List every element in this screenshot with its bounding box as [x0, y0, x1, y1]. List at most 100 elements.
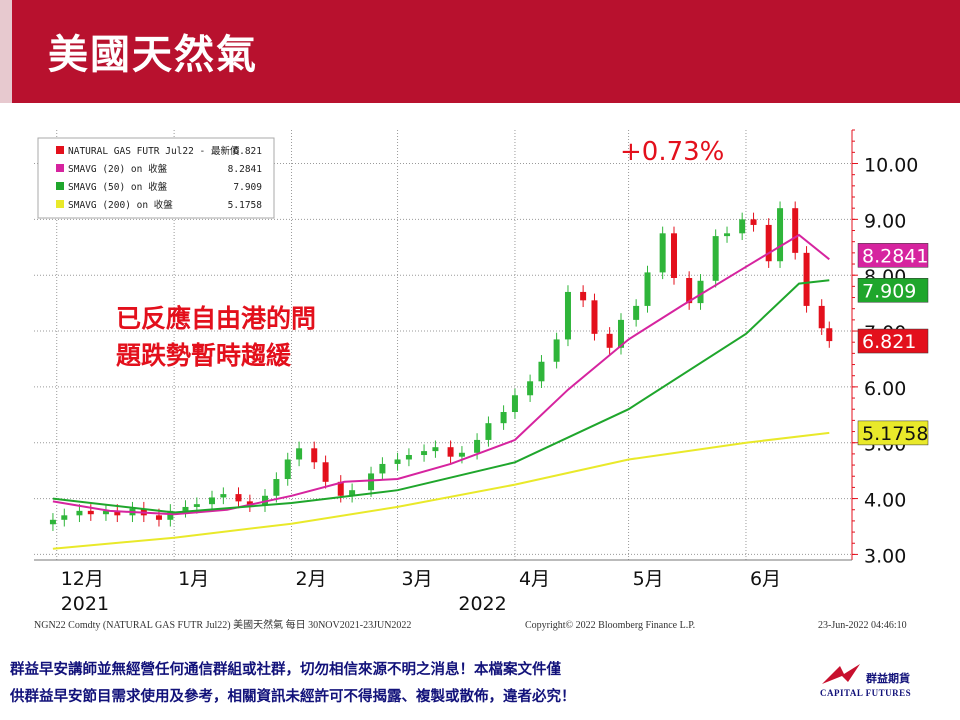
candle: [803, 252, 810, 306]
candle: [235, 494, 242, 502]
candle: [777, 208, 784, 262]
candle: [564, 291, 571, 340]
candle: [617, 319, 624, 348]
candle: [633, 305, 640, 320]
value-tag-box: [857, 328, 929, 354]
value-tag-box: [857, 278, 929, 303]
sma50-line: [52, 279, 830, 514]
value-tag-label: 5.1758: [862, 423, 928, 445]
candle: [474, 439, 481, 453]
candle: [246, 501, 253, 506]
candle: [750, 219, 757, 225]
candle: [458, 452, 465, 457]
value-tag-label: 6.821: [862, 331, 916, 353]
candle: [284, 459, 291, 480]
legend-value: 6.821: [233, 146, 262, 157]
legend-swatch: [56, 146, 64, 154]
candle: [379, 463, 386, 474]
footer: 群益早安講師並無經營任何通信群組或社群，切勿相信來源不明之消息！本檔案文件僅 供…: [0, 652, 960, 720]
value-tag: 5.1758: [857, 420, 929, 446]
value-tag-box: [857, 420, 929, 446]
candle: [739, 219, 746, 234]
source-texts: NGN22 Comdty (NATURAL GAS FUTR Jul22) 美國…: [34, 618, 907, 631]
legend-value: 8.2841: [228, 164, 263, 175]
annotations: +0.73% 已反應自由港的問 題跌勢暫時趨緩: [116, 137, 724, 370]
y-tick-label: 6.00: [864, 378, 906, 400]
candle: [394, 459, 401, 464]
candle: [49, 519, 56, 525]
legend-label: SMAVG (50) on 收盤: [68, 181, 168, 193]
candle: [485, 423, 492, 440]
candle: [792, 208, 799, 253]
candle: [76, 510, 83, 516]
x-year-label: 2022: [458, 593, 506, 615]
x-tick-label: 12月: [61, 568, 104, 590]
candle: [500, 412, 507, 424]
candle: [818, 305, 825, 329]
candle: [61, 515, 68, 520]
candle: [659, 233, 666, 273]
candle: [712, 236, 719, 281]
candle: [220, 494, 227, 498]
candle: [273, 479, 280, 496]
candle: [553, 339, 560, 362]
logo-bird-icon: [822, 664, 860, 684]
legend-label: SMAVG (200) on 收盤: [68, 199, 173, 211]
candle: [114, 510, 121, 516]
value-tag-label: 8.2841: [862, 245, 928, 267]
x-tick-label: 4月: [519, 568, 550, 590]
logo-english: CAPITAL FUTURES: [820, 688, 912, 698]
candle: [724, 233, 731, 237]
candle: [432, 447, 439, 452]
comment-line1: 已反應自由港的問: [116, 304, 316, 333]
candle: [87, 510, 94, 515]
legend-label: SMAVG (20) on 收盤: [68, 163, 168, 175]
candle: [686, 277, 693, 304]
candle: [322, 462, 329, 482]
source-line: NGN22 Comdty (NATURAL GAS FUTR Jul22) 美國…: [34, 618, 411, 631]
title-bar: 美國天然氣: [0, 0, 960, 103]
x-tick-label: 6月: [750, 568, 781, 590]
candle: [697, 280, 704, 304]
disclaimer-line2: 供群益早安節目需求使用及參考，相關資訊未經許可不得揭露、複製或散佈，違者必究！: [10, 689, 576, 705]
candle: [368, 473, 375, 491]
last-value-tags: 8.2841 7.909 6.821 5.1758: [857, 243, 929, 446]
candle: [405, 455, 412, 460]
moving-averages: [52, 233, 830, 550]
candle: [671, 233, 678, 278]
x-tick-label: 3月: [402, 568, 433, 590]
y-tick-label: 10.00: [864, 155, 918, 177]
candle: [826, 328, 833, 342]
logo-chinese: 群益期貨: [866, 672, 910, 685]
value-tag-label: 7.909: [862, 280, 916, 302]
company-logo: 群益期貨 CAPITAL FUTURES: [820, 662, 960, 712]
copyright: Copyright© 2022 Bloomberg Finance L.P.: [525, 620, 695, 631]
candle: [296, 448, 303, 460]
sma200-line: [52, 431, 830, 550]
value-tag: 6.821: [857, 328, 929, 354]
sma20-line: [52, 233, 830, 516]
page-title: 美國天然氣: [48, 32, 258, 78]
candle: [182, 506, 189, 511]
comment-line2: 題跌勢暫時趨緩: [116, 341, 292, 370]
timestamp: 23-Jun-2022 04:46:10: [818, 620, 907, 631]
value-tag-box: [857, 243, 929, 268]
x-tick-label: 1月: [178, 568, 209, 590]
disclaimer-line1: 群益早安講師並無經營任何通信群組或社群，切勿相信來源不明之消息！本檔案文件僅: [10, 662, 561, 678]
legend-value: 5.1758: [228, 200, 263, 211]
legend-swatch: [56, 182, 64, 190]
candle: [580, 291, 587, 301]
candle: [311, 448, 318, 463]
candle: [644, 272, 651, 306]
candle: [447, 447, 454, 457]
x-tick-label: 2月: [296, 568, 327, 590]
candle: [511, 395, 518, 413]
legend-label: NATURAL GAS FUTR Jul22 - 最新價: [68, 145, 240, 157]
y-tick-label: 3.00: [864, 545, 906, 567]
candle: [606, 333, 613, 348]
value-tag: 7.909: [857, 278, 929, 303]
legend-swatch: [56, 200, 64, 208]
candle: [337, 481, 344, 496]
